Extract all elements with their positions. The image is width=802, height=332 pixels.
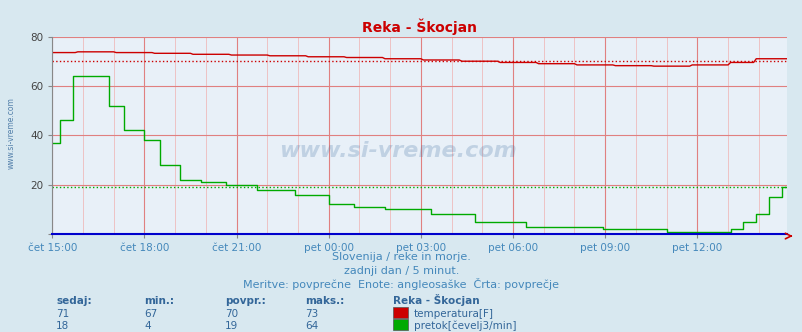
Text: 18: 18 (56, 321, 70, 331)
Text: temperatura[F]: temperatura[F] (413, 309, 493, 319)
Text: Slovenija / reke in morje.: Slovenija / reke in morje. (332, 252, 470, 262)
Text: 64: 64 (305, 321, 318, 331)
Text: 73: 73 (305, 309, 318, 319)
Text: 4: 4 (144, 321, 151, 331)
Text: 67: 67 (144, 309, 158, 319)
Text: pretok[čevelj3/min]: pretok[čevelj3/min] (413, 320, 516, 331)
Text: min.:: min.: (144, 296, 174, 306)
Text: Reka - Škocjan: Reka - Škocjan (393, 294, 480, 306)
Text: zadnji dan / 5 minut.: zadnji dan / 5 minut. (343, 266, 459, 276)
Text: povpr.:: povpr.: (225, 296, 265, 306)
Text: maks.:: maks.: (305, 296, 344, 306)
Text: www.si-vreme.com: www.si-vreme.com (278, 141, 516, 161)
Text: 70: 70 (225, 309, 237, 319)
Text: sedaj:: sedaj: (56, 296, 91, 306)
Text: Meritve: povprečne  Enote: angleosaške  Črta: povprečje: Meritve: povprečne Enote: angleosaške Čr… (243, 278, 559, 290)
Text: www.si-vreme.com: www.si-vreme.com (6, 97, 15, 169)
Title: Reka - Škocjan: Reka - Škocjan (362, 19, 476, 35)
Text: 19: 19 (225, 321, 238, 331)
Text: 71: 71 (56, 309, 70, 319)
